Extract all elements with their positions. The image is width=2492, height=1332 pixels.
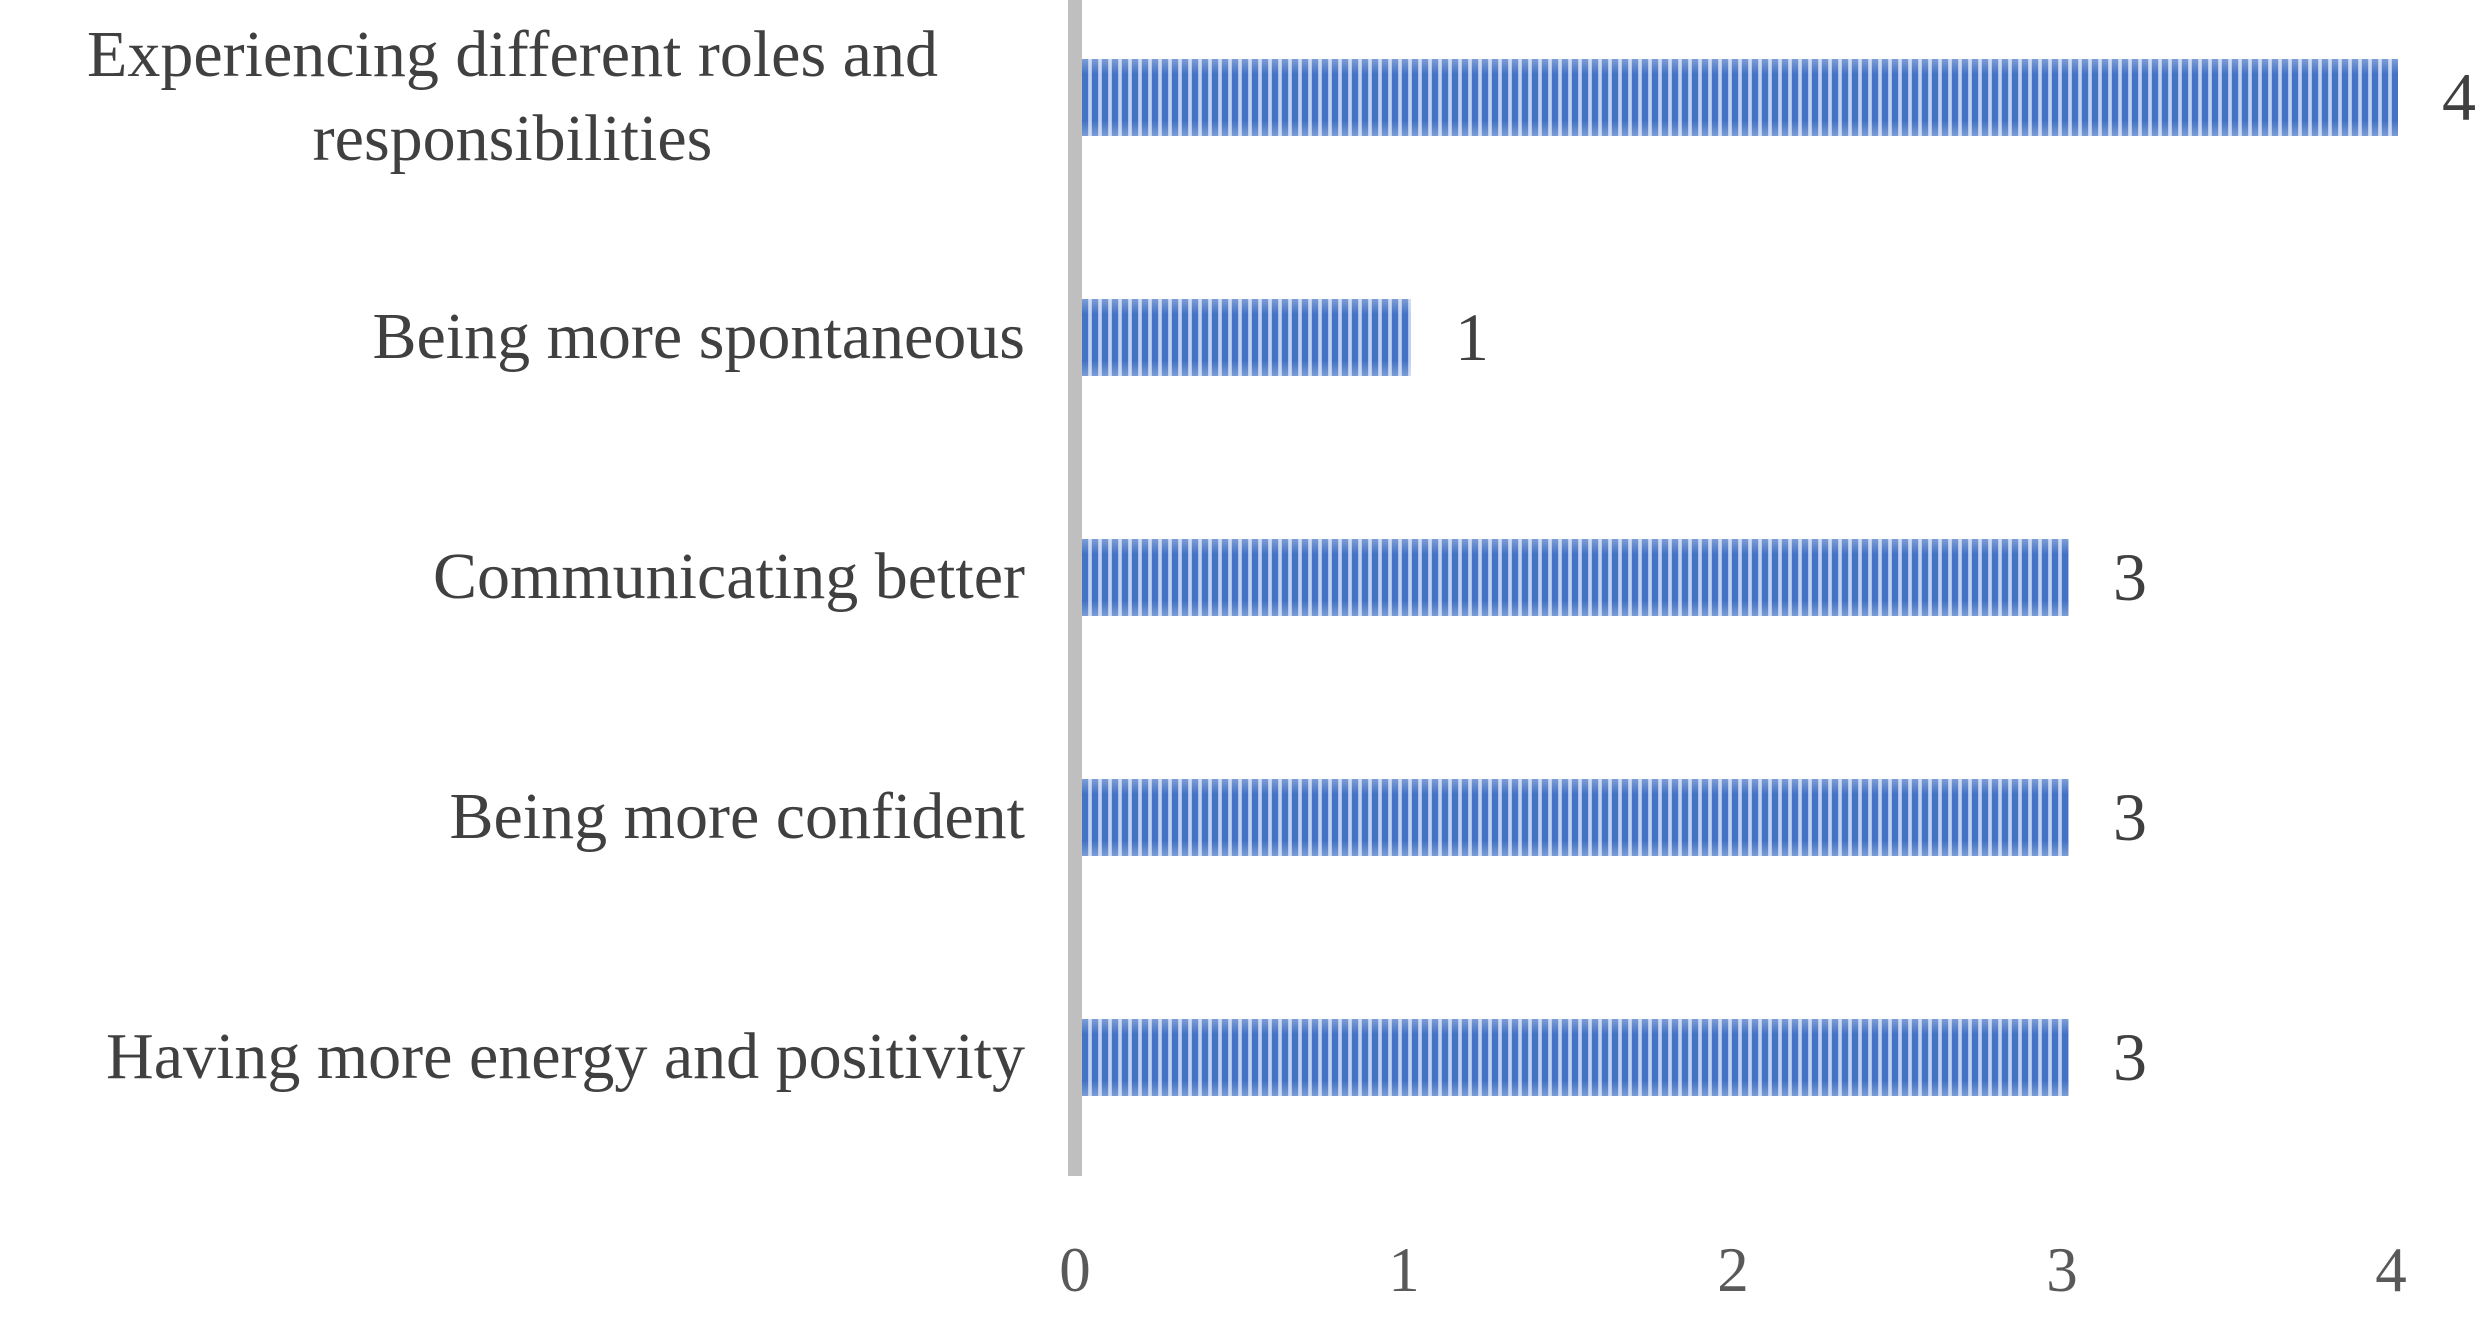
x-axis-tick-label: 3 xyxy=(2046,1234,2078,1305)
data-label: 1 xyxy=(1455,298,1489,375)
category-label: Having more energy and positivity xyxy=(106,1020,1025,1093)
x-axis-tick-label: 4 xyxy=(2375,1234,2407,1305)
data-label: 3 xyxy=(2113,1018,2147,1095)
data-label: 3 xyxy=(2113,778,2147,855)
bar[interactable] xyxy=(1082,778,2069,856)
x-axis-tick-label: 0 xyxy=(1059,1234,1091,1305)
bar[interactable] xyxy=(1082,58,2398,136)
bar[interactable] xyxy=(1082,1018,2069,1096)
bar[interactable] xyxy=(1082,298,1411,376)
data-label: 4 xyxy=(2442,58,2476,135)
category-label: Being more spontaneous xyxy=(372,300,1025,373)
x-axis-tick-label: 2 xyxy=(1717,1234,1749,1305)
data-label: 3 xyxy=(2113,538,2147,615)
category-label: Being more confident xyxy=(449,780,1025,853)
y-axis-line xyxy=(1068,0,1082,1176)
category-label: Experiencing different roles and respons… xyxy=(87,18,938,175)
x-axis-tick-label: 1 xyxy=(1388,1234,1420,1305)
category-label: Communicating better xyxy=(432,540,1025,613)
bar[interactable] xyxy=(1082,538,2069,616)
